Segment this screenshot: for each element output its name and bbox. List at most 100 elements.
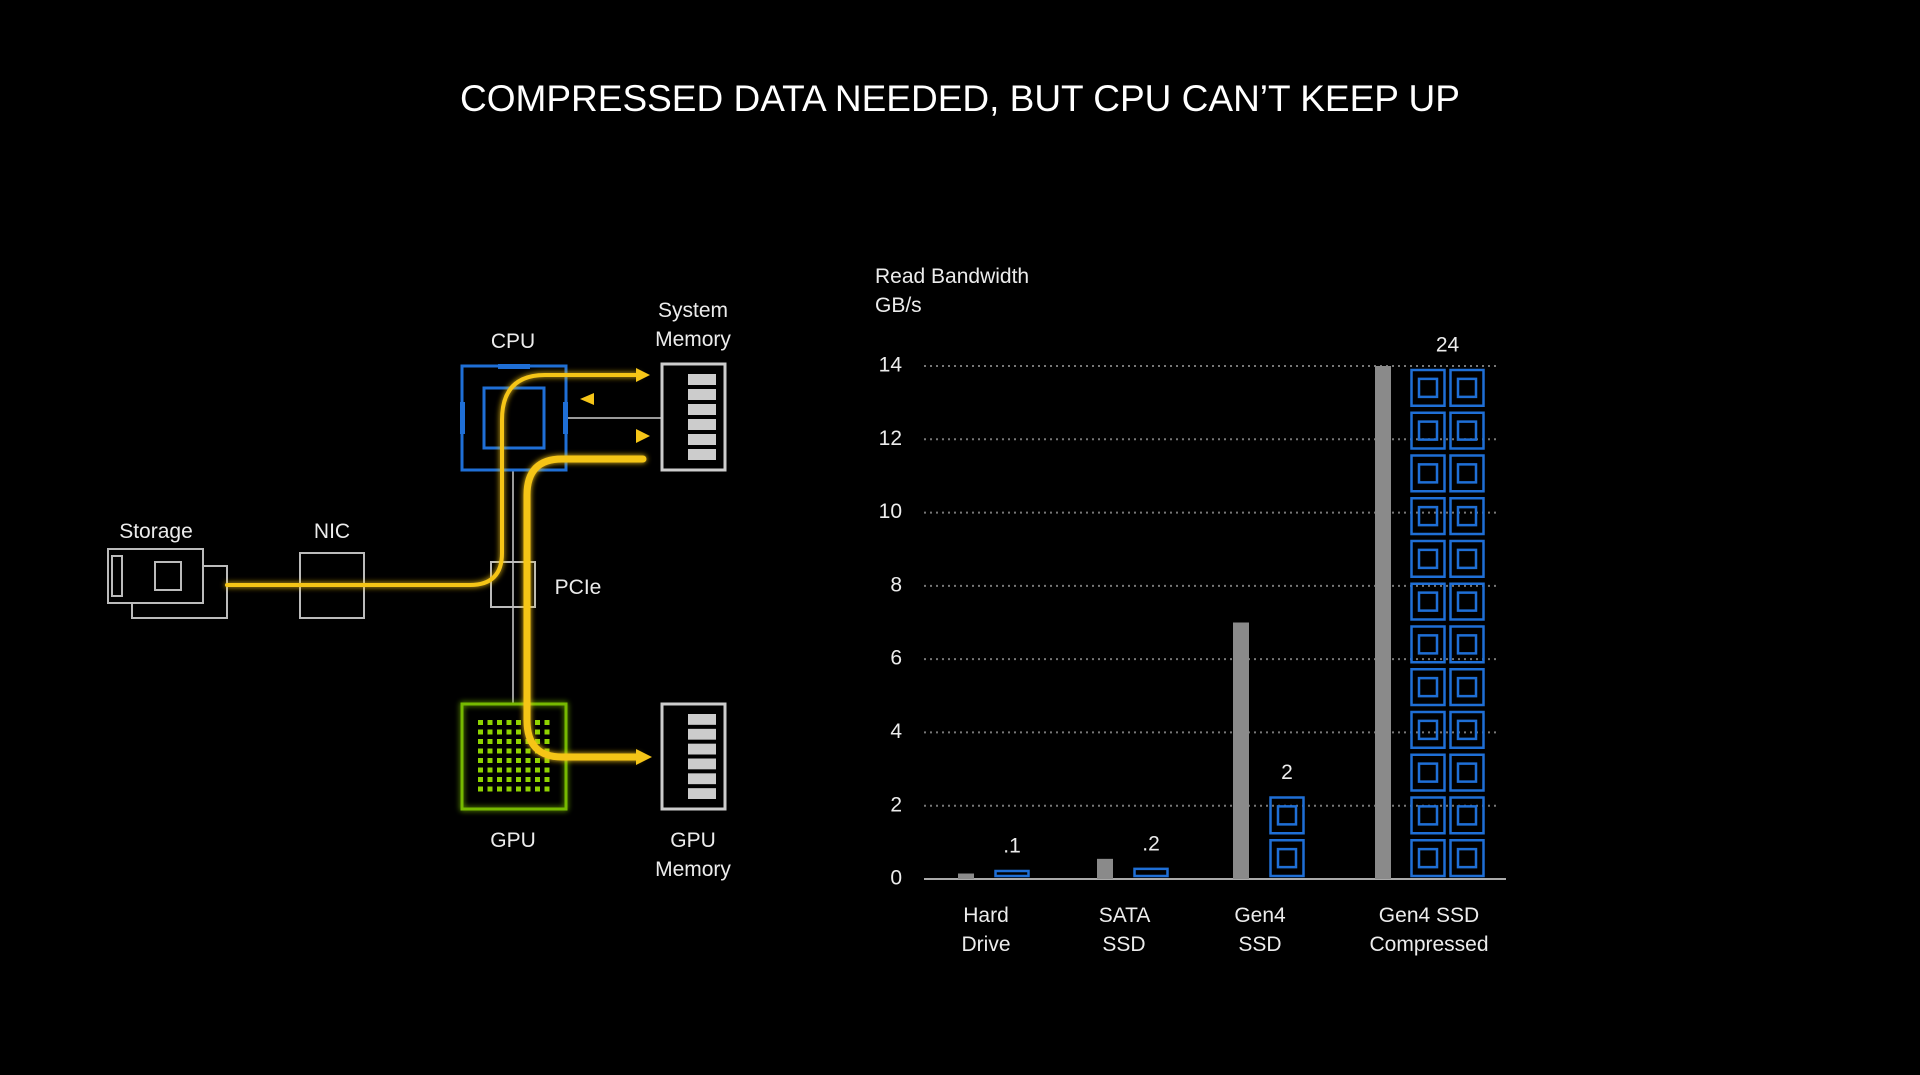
node-label: CPU (490, 330, 536, 353)
gpu-cell (497, 758, 502, 763)
gpu-cell (497, 739, 502, 744)
data-paths (225, 368, 652, 765)
memory-slot (688, 773, 716, 785)
core-icon (1449, 539, 1485, 578)
node-label: NIC (313, 520, 351, 543)
core-stack (1410, 368, 1485, 878)
bar (1097, 858, 1113, 879)
gpu-cell (497, 748, 502, 754)
core-icon-inner (1276, 805, 1298, 826)
gpu-cell (487, 767, 493, 773)
y-tick-label: 0 (890, 867, 902, 890)
core-icon-inner (1417, 505, 1439, 527)
gpu-cell (544, 739, 550, 744)
x-tick-label: SATA SSD (1098, 904, 1151, 956)
gpu-cell (478, 729, 483, 735)
node-label: PCIe (554, 576, 602, 599)
core-icon-inner (1456, 805, 1478, 826)
gpu-cell (535, 777, 540, 782)
gpu-cell (516, 720, 521, 725)
gpu-cell (478, 786, 483, 792)
gpu-cell (506, 748, 512, 754)
y-tick-label: 2 (890, 793, 902, 816)
core-icon-inner (1417, 591, 1439, 612)
gpu-cell (478, 748, 483, 754)
gpu-cell (535, 758, 540, 763)
gpu-cell (506, 777, 512, 782)
memory-slot (688, 449, 716, 460)
gpu-cell (478, 739, 483, 744)
memory-slot (688, 728, 716, 740)
core-icon-inner (1276, 847, 1298, 869)
memory-slots (688, 714, 716, 799)
gpu-cell (516, 739, 521, 744)
core-icon-inner (1456, 847, 1478, 869)
gpu-cell (516, 786, 521, 792)
core-icon (1410, 454, 1446, 493)
core-icon (1449, 368, 1485, 407)
core-icon (1410, 497, 1446, 536)
memory-slot (688, 788, 716, 799)
memory-slot (688, 714, 716, 725)
core-icon (1449, 839, 1485, 878)
gpu-cell (544, 767, 550, 773)
node-label: GPU (490, 829, 536, 852)
gpu-cell (487, 777, 493, 782)
data-label: 24 (1436, 334, 1460, 357)
core-icon-inner (1417, 377, 1439, 399)
core-icon (1410, 753, 1446, 792)
core-icon-inner (1417, 463, 1439, 484)
memory-slots (688, 374, 716, 460)
core-icon (1449, 668, 1485, 707)
x-tick-label: Gen4 SSD Compressed (1369, 904, 1489, 956)
core-icon-inner (1417, 634, 1439, 655)
core-stack (1269, 796, 1305, 878)
gpu-cell (487, 729, 493, 735)
gpu-cell (497, 786, 502, 792)
gpu-cell (487, 758, 493, 763)
memory-slot (688, 743, 716, 755)
core-icon (1410, 710, 1446, 749)
core-icon-inner (1417, 805, 1439, 826)
core-icon (1449, 796, 1485, 835)
core-icon (1449, 497, 1485, 536)
core-icon (1410, 796, 1446, 835)
gpu-cell (506, 739, 512, 744)
pcie-box (490, 561, 536, 608)
gpu-cell (544, 777, 550, 782)
gpu-cell (525, 758, 531, 763)
core-icon (994, 869, 1030, 878)
core-icon (1449, 625, 1485, 664)
gpu-cell (506, 729, 512, 735)
core-icon (1449, 454, 1485, 493)
core-icon (1449, 411, 1485, 450)
gpu-cell (525, 748, 531, 754)
gpu-cell (478, 720, 483, 725)
core-icon (1269, 839, 1305, 878)
data-label: .1 (1003, 835, 1021, 858)
gpu-cell (516, 777, 521, 782)
node-label: System Memory (655, 299, 731, 351)
core-icon-inner (1417, 719, 1439, 741)
gpu-cell (497, 767, 502, 773)
core-icon-inner (1456, 591, 1478, 612)
y-tick-label: 6 (890, 647, 902, 670)
y-tick-label: 8 (890, 573, 902, 596)
bar (1375, 366, 1391, 879)
core-icon-inner (1456, 377, 1478, 399)
core-icon-inner (1456, 505, 1478, 527)
core-icon (1410, 582, 1446, 621)
x-tick-label: Hard Drive (961, 904, 1011, 956)
gpu-cell (487, 748, 493, 754)
diagram (107, 362, 727, 811)
gpu-cell (516, 758, 521, 763)
core-icon-inner (1417, 762, 1439, 783)
gpu-cell (506, 767, 512, 773)
core-icon-inner (1417, 847, 1439, 869)
gpu-cell (497, 729, 502, 735)
memory-slot (688, 404, 716, 415)
core-icon (1449, 710, 1485, 749)
core-stack (994, 869, 1030, 878)
core-icon-inner (1417, 548, 1439, 570)
